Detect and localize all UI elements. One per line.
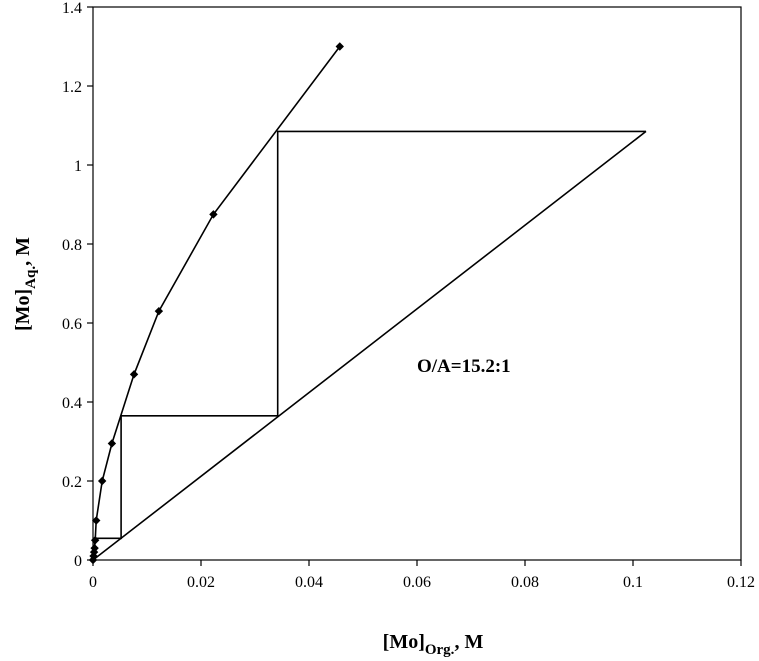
y-tick-label: 0.2	[62, 474, 82, 491]
equilibrium-curve	[92, 46, 341, 561]
x-axis-title-subscript: Org.	[425, 642, 455, 658]
y-tick-label: 0.8	[62, 237, 82, 254]
chart-annotation: O/A=15.2:1	[417, 356, 511, 377]
data-point-marker	[107, 439, 117, 448]
y-axis-title-main: [Mo]	[12, 289, 34, 331]
y-tick-label: 1	[74, 158, 82, 175]
y-axis-title-subscript: Aq.	[23, 266, 39, 289]
y-tick-label: 0.6	[62, 316, 82, 333]
y-axis-title-suffix: , M	[12, 237, 34, 266]
data-point-marker	[97, 476, 107, 486]
data-point-marker	[335, 42, 344, 51]
y-tick-label: 0	[74, 553, 82, 570]
data-point-marker	[89, 551, 98, 561]
x-axis-ticks: 0 0.02 0.04 0.06 0.08 0.1 0.12	[89, 560, 755, 591]
series-layer	[88, 42, 647, 565]
data-point-marker	[154, 306, 164, 316]
x-tick-label: 0.04	[295, 574, 323, 591]
data-point-marker	[129, 370, 139, 379]
x-tick-label: 0.1	[623, 574, 643, 591]
x-axis-title-main: [Mo]	[383, 631, 425, 653]
y-tick-label: 0.4	[62, 395, 82, 412]
data-point-marker	[209, 210, 218, 219]
x-tick-label: 0	[89, 574, 97, 591]
plot-area	[92, 6, 742, 561]
data-point-marker	[92, 516, 101, 525]
y-tick-label: 1.4	[62, 0, 82, 17]
x-tick-label: 0.12	[727, 574, 755, 591]
y-axis-ticks: 0 0.2 0.4 0.6 0.8 1 1.2 1.4	[62, 0, 93, 570]
x-tick-label: 0.02	[187, 574, 215, 591]
y-axis-title: [Mo]Aq., M	[12, 237, 39, 331]
stage-steps	[93, 130, 646, 560]
x-tick-label: 0.08	[511, 574, 539, 591]
x-axis-title: [Mo]Org., M	[383, 631, 484, 658]
x-tick-label: 0.06	[403, 574, 431, 591]
x-axis-title-suffix: , M	[454, 631, 483, 653]
y-tick-label: 1.2	[62, 79, 82, 96]
operating-line	[92, 130, 647, 561]
